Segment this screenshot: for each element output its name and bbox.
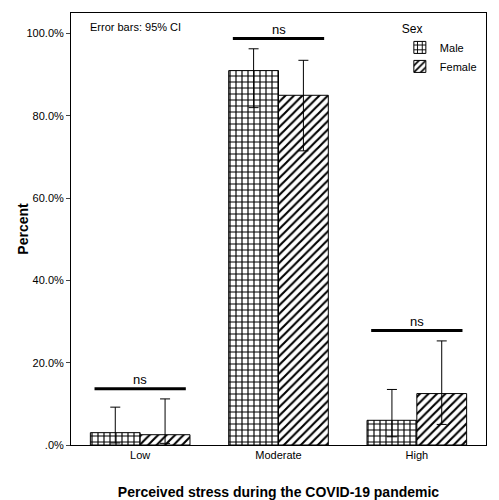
svg-text:Low: Low <box>130 449 150 461</box>
svg-text:40.0%: 40.0% <box>33 274 64 286</box>
svg-text:Perceived stress during the CO: Perceived stress during the COVID-19 pan… <box>118 484 440 500</box>
svg-text:Female: Female <box>440 61 477 73</box>
svg-text:20.0%: 20.0% <box>33 357 64 369</box>
svg-text:Sex: Sex <box>402 22 423 36</box>
svg-text:High: High <box>406 449 429 461</box>
svg-text:ns: ns <box>133 372 147 387</box>
svg-text:.0%: .0% <box>45 439 64 451</box>
svg-text:Error bars: 95% CI: Error bars: 95% CI <box>90 21 181 33</box>
svg-text:Moderate: Moderate <box>255 449 301 461</box>
svg-text:ns: ns <box>410 314 424 329</box>
svg-text:60.0%: 60.0% <box>33 192 64 204</box>
svg-text:Male: Male <box>440 42 464 54</box>
svg-text:100.0%: 100.0% <box>26 27 64 39</box>
svg-text:ns: ns <box>272 22 286 37</box>
svg-text:Percent: Percent <box>15 203 31 255</box>
svg-text:80.0%: 80.0% <box>33 110 64 122</box>
